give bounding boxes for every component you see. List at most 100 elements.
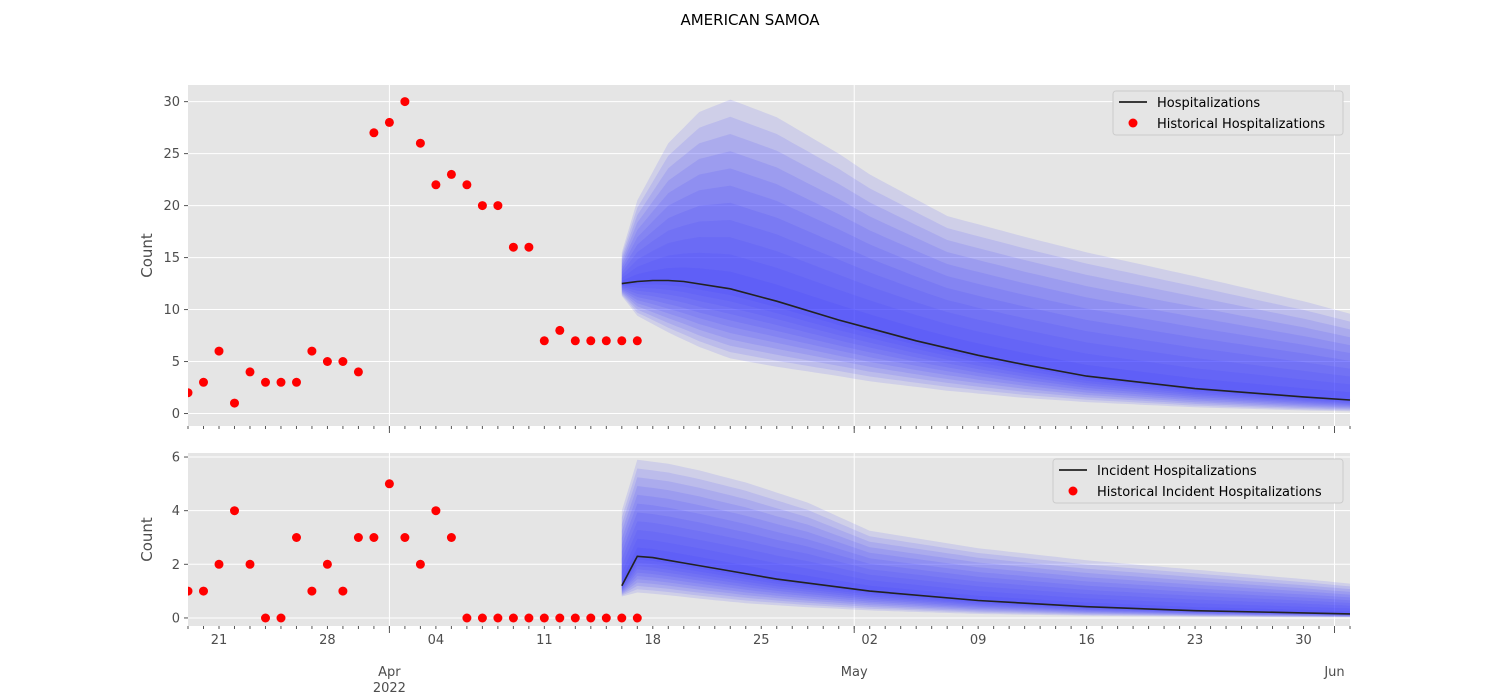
- observed-point: [477, 201, 487, 211]
- forecast-median-line: [621, 555, 1351, 615]
- x-tick-label: 09: [970, 633, 987, 648]
- x-tick-label: 11: [536, 633, 553, 648]
- x-tick-label: 16: [1078, 633, 1095, 648]
- observed-point: [369, 533, 379, 542]
- forecast-band: [621, 185, 1350, 407]
- forecast-band: [621, 521, 1350, 616]
- y-tick-label: 4: [172, 504, 180, 519]
- legend: Hospitalizations Historical Hospitalizati…: [1112, 90, 1344, 136]
- legend-entry-label: Historical Incident Hospitalizations: [1097, 485, 1322, 500]
- observed-points: [188, 479, 642, 623]
- y-tick-label: 30: [163, 95, 180, 110]
- observed-point: [384, 117, 394, 127]
- observed-point: [292, 533, 301, 542]
- observed-point: [230, 506, 239, 516]
- legend: Incident Hospitalizations Historical Inci…: [1052, 458, 1344, 504]
- observed-point: [446, 169, 456, 179]
- forecast-band: [621, 494, 1350, 617]
- incident-hospitalizations-panel: 0 2 4 6 Count Incident Hospitalizations Histor…: [138, 451, 1351, 633]
- hospitalizations-panel: 0 5 10 15 20 25 30 Count Hospitalizations Histori…: [138, 85, 1351, 433]
- observed-point: [570, 613, 580, 623]
- legend-dot-swatch: [1128, 118, 1138, 128]
- forecast-band: [621, 99, 1350, 412]
- observed-point: [199, 377, 208, 387]
- observed-point: [586, 336, 596, 346]
- observed-point: [617, 613, 627, 623]
- observed-point: [446, 533, 456, 542]
- x-tick-label: 23: [1187, 633, 1204, 648]
- y-tick-label: 5: [172, 355, 180, 370]
- observed-point: [431, 506, 441, 516]
- observed-point: [617, 336, 627, 346]
- x-year-label: 2022: [373, 681, 406, 696]
- legend-dot-swatch: [1068, 486, 1078, 496]
- observed-point: [462, 180, 472, 190]
- x-tick-label: 02: [861, 633, 878, 648]
- y-tick-label: 2: [172, 558, 180, 573]
- observed-point: [477, 613, 487, 623]
- observed-point: [493, 613, 503, 623]
- forecast-band: [621, 538, 1350, 615]
- observed-points: [188, 97, 642, 408]
- observed-point: [230, 398, 239, 408]
- observed-point: [353, 533, 363, 542]
- legend-box: [1052, 458, 1344, 504]
- observed-point: [369, 128, 379, 138]
- plot-background: [188, 85, 1350, 426]
- observed-point: [261, 613, 270, 623]
- legend-entry-label: Historical Hospitalizations: [1157, 117, 1325, 132]
- forecast-band: [621, 134, 1350, 410]
- forecast-band: [621, 459, 1350, 618]
- observed-point: [555, 613, 565, 623]
- x-tick-label: 04: [428, 633, 445, 648]
- observed-point: [570, 336, 580, 346]
- observed-point: [555, 325, 565, 335]
- y-tick-label: 0: [172, 407, 180, 422]
- observed-point: [415, 559, 425, 569]
- y-axis-label: Count: [138, 233, 156, 278]
- observed-point: [539, 613, 549, 623]
- observed-point: [601, 613, 611, 623]
- observed-point: [307, 586, 317, 596]
- forecast-band: [621, 267, 1350, 401]
- observed-point: [338, 357, 348, 366]
- observed-point: [214, 559, 224, 569]
- legend-entry-label: Hospitalizations: [1157, 96, 1260, 111]
- y-tick-label: 6: [172, 451, 180, 466]
- forecast-band: [621, 116, 1350, 411]
- forecast-band: [621, 168, 1350, 408]
- x-month-label: Jun: [1323, 665, 1344, 680]
- observed-point: [214, 346, 224, 356]
- legend-entry-label: Incident Hospitalizations: [1097, 464, 1257, 479]
- observed-point: [508, 613, 518, 623]
- observed-point: [462, 613, 472, 623]
- observed-point: [400, 533, 410, 542]
- observed-point: [400, 97, 410, 107]
- observed-point: [384, 479, 394, 489]
- forecast-band: [621, 468, 1350, 618]
- observed-point: [322, 559, 332, 569]
- y-tick-label: 20: [163, 199, 180, 214]
- observed-point: [199, 586, 208, 596]
- forecast-band: [621, 220, 1350, 405]
- x-month-label: May: [841, 665, 868, 680]
- forecast-band: [621, 202, 1350, 406]
- forecast-band: [621, 512, 1350, 616]
- y-tick-label: 25: [163, 147, 180, 162]
- legend-box: [1112, 90, 1344, 136]
- y-axis-label: Count: [138, 517, 156, 562]
- observed-point: [188, 388, 193, 398]
- forecast-band: [621, 237, 1350, 404]
- forecast-band: [621, 486, 1350, 617]
- forecast-band: [621, 252, 1350, 403]
- forecast-band: [621, 503, 1350, 616]
- observed-point: [601, 336, 611, 346]
- observed-point: [415, 138, 425, 148]
- observed-point: [292, 377, 301, 387]
- observed-point: [276, 377, 286, 387]
- observed-point: [632, 613, 642, 623]
- observed-point: [245, 367, 255, 377]
- observed-point: [632, 336, 642, 346]
